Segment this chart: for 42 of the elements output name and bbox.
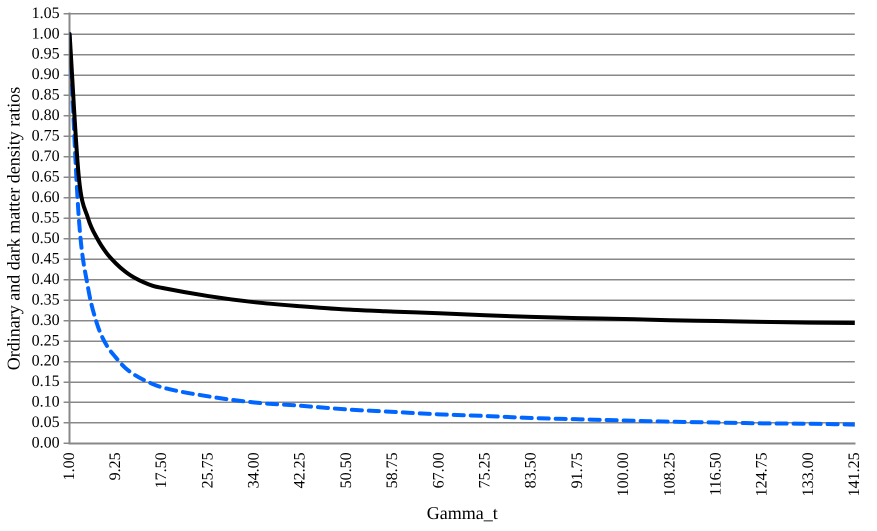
y-tick-label: 0.95 [32, 46, 60, 63]
y-tick-label: 0.25 [32, 332, 60, 350]
x-tick-label: 1.00 [60, 452, 78, 480]
x-tick-label: 42.25 [292, 452, 309, 488]
y-axis-title: Ordinary and dark matter density ratios [4, 86, 24, 370]
x-tick-label: 58.75 [384, 452, 402, 488]
x-tick-label: 124.75 [754, 452, 771, 496]
y-tick-label: 0.15 [32, 373, 60, 390]
x-tick-label: 50.50 [338, 452, 355, 488]
y-tick-label: 0.80 [32, 107, 60, 124]
y-tick-label: 0.45 [32, 250, 60, 268]
y-tick-label: 0.55 [32, 209, 60, 226]
y-tick-label: 0.90 [32, 66, 60, 84]
x-tick-label: 91.75 [568, 452, 586, 488]
x-tick-label: 100.00 [615, 452, 632, 496]
x-tick-label: 34.00 [246, 452, 263, 488]
x-tick-label: 67.00 [430, 452, 448, 488]
y-tick-label: 0.00 [32, 434, 60, 452]
x-tick-label: 83.50 [522, 452, 540, 488]
x-axis-title: Gamma_t [426, 502, 498, 523]
y-tick-label: 1.05 [32, 4, 60, 22]
y-tick-label: 0.35 [32, 291, 60, 308]
y-tick-label: 1.00 [32, 25, 60, 42]
x-tick-label: 25.75 [199, 452, 216, 488]
x-tick-label: 75.25 [476, 452, 494, 488]
y-tick-label: 0.30 [32, 312, 60, 329]
y-tick-label: 0.60 [32, 189, 60, 206]
y-tick-label: 0.75 [32, 128, 60, 145]
y-tick-label: 0.20 [32, 352, 60, 370]
x-tick-label: 17.50 [153, 452, 170, 488]
y-tick-label: 0.70 [32, 148, 60, 166]
x-tick-label: 9.25 [106, 452, 124, 480]
x-tick-label: 133.00 [800, 452, 817, 496]
x-tick-label: 141.25 [846, 452, 864, 496]
x-tick-label: 116.50 [707, 452, 724, 496]
y-tick-label: 0.50 [32, 230, 60, 247]
y-tick-label: 0.10 [32, 394, 60, 411]
y-tick-label: 0.65 [32, 168, 60, 186]
x-tick-label: 108.25 [661, 452, 678, 496]
y-tick-label: 0.40 [32, 270, 60, 288]
y-tick-label: 0.85 [32, 86, 60, 104]
y-tick-label: 0.05 [32, 414, 60, 432]
